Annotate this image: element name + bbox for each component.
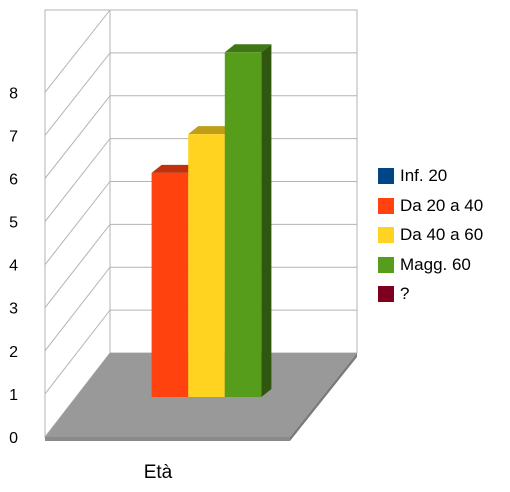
gridline-side — [44, 266, 111, 352]
gridline-side — [44, 52, 111, 136]
legend-label: Da 40 a 60 — [400, 225, 484, 244]
bars — [151, 44, 272, 397]
y-tick-label: 2 — [9, 344, 18, 361]
legend-swatch — [378, 197, 394, 214]
legend-label: Da 20 a 40 — [400, 195, 484, 215]
legend-item: Inf. 20 — [378, 166, 508, 186]
y-tick-label: 3 — [9, 301, 18, 318]
gridline-side — [44, 181, 111, 265]
legend-swatch — [378, 286, 394, 302]
gridline-side — [44, 9, 111, 93]
floor-edge — [45, 437, 290, 441]
legend-item: Da 40 a 60 — [378, 225, 508, 245]
legend-label: Magg. 60 — [400, 254, 471, 274]
chart-legend: Inf. 20 Da 20 a 40 Da 40 a 60 Magg. 60? — [378, 166, 508, 314]
legend-item: Da 20 a 40 — [378, 196, 508, 216]
legend-item: ? — [378, 284, 508, 304]
bar — [151, 172, 189, 397]
y-tick-label: 5 — [9, 215, 18, 232]
gridline-side — [44, 138, 111, 222]
y-tick-label: 8 — [9, 85, 18, 102]
legend-label: Inf. 20 — [400, 166, 448, 185]
y-tick-label: 1 — [9, 387, 18, 404]
y-tick-label: 7 — [9, 128, 18, 145]
y-tick-label: 6 — [9, 171, 18, 188]
y-tick-label: 4 — [9, 258, 18, 275]
bar — [188, 134, 225, 397]
legend-item: Magg. 60 — [378, 255, 508, 275]
y-axis-ticks: 0 1 2 3 4 5 6 7 8 — [9, 85, 18, 447]
x-category-label: Età — [144, 462, 173, 483]
legend-label: ? — [400, 284, 410, 303]
gridline-side — [44, 224, 111, 309]
gridline-side — [44, 309, 111, 395]
bar-top — [188, 126, 235, 135]
gridline-side — [44, 95, 111, 179]
legend-swatch — [378, 168, 394, 184]
y-tick-label: 0 — [9, 430, 18, 447]
bar-top — [224, 44, 272, 53]
bar-side — [261, 44, 272, 397]
floor-side — [290, 353, 357, 441]
legend-swatch — [378, 256, 394, 273]
bar — [224, 52, 262, 397]
legend-swatch — [378, 227, 394, 243]
bar-top — [151, 164, 199, 173]
